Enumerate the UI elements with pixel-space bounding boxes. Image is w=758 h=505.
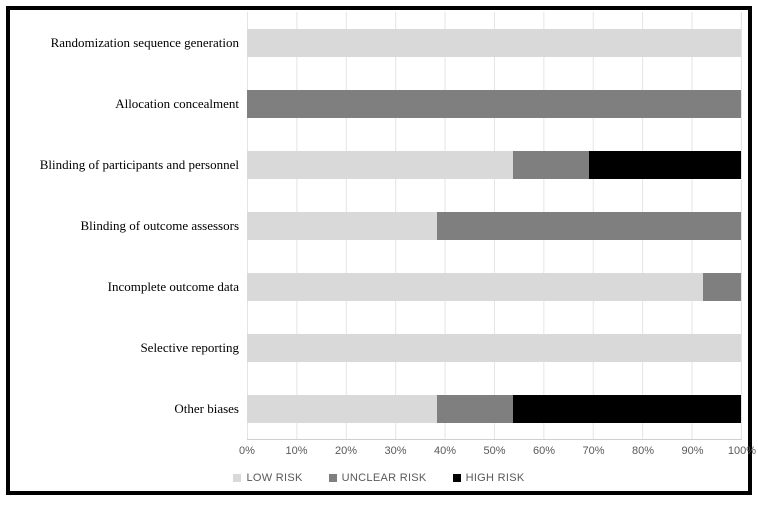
bar-segment-unclear-risk xyxy=(247,89,741,118)
x-tick-label: 10% xyxy=(285,445,308,457)
bar-segment-high-risk xyxy=(513,394,741,423)
category-labels: Randomization sequence generation Allocat… xyxy=(10,12,247,440)
bar-segment-low-risk xyxy=(247,333,741,362)
stacked-bar xyxy=(247,89,741,118)
x-tick-label: 90% xyxy=(681,445,704,457)
x-tick-label: 30% xyxy=(384,445,407,457)
category-label: Blinding of outcome assessors xyxy=(80,217,239,233)
x-tick-label: 50% xyxy=(483,445,506,457)
x-tick-label: 70% xyxy=(582,445,605,457)
stacked-bar xyxy=(247,333,741,362)
bar-segment-unclear-risk xyxy=(512,150,589,179)
stacked-bar xyxy=(247,28,741,57)
x-axis: 0% 10% 20% 30% 40% 50% 60% 70% 80% 90% 100% xyxy=(239,442,756,460)
bar-segment-low-risk xyxy=(247,150,513,179)
legend-label: LOW RISK xyxy=(246,472,303,484)
bar-row xyxy=(247,73,741,134)
bar-segment-unclear-risk xyxy=(702,272,741,301)
x-tick-label: 80% xyxy=(631,445,655,457)
category-label: Selective reporting xyxy=(140,340,239,356)
stacked-bar xyxy=(247,211,741,240)
legend-item: HIGH RISK xyxy=(452,472,525,484)
bar-row xyxy=(247,134,741,195)
stacked-bar xyxy=(247,394,741,423)
x-tick-label: 40% xyxy=(433,445,457,457)
category-label: Allocation concealment xyxy=(115,95,239,111)
bar-segment-unclear-risk xyxy=(437,394,513,423)
bar-segment-low-risk xyxy=(247,28,741,57)
stacked-bar xyxy=(247,150,741,179)
category-label: Blinding of participants and personnel xyxy=(39,156,239,172)
bar-row xyxy=(247,256,741,317)
x-tick-label: 60% xyxy=(532,445,556,457)
legend: LOW RISK UNCLEAR RISK HIGH RISK xyxy=(10,468,748,488)
legend-item: UNCLEAR RISK xyxy=(328,472,427,484)
x-tick-label: 20% xyxy=(334,445,358,457)
category-label: Incomplete outcome data xyxy=(107,279,239,295)
bar-row xyxy=(247,195,741,256)
bar-segment-low-risk xyxy=(247,211,438,240)
bar-segment-low-risk xyxy=(247,394,437,423)
legend-marker-low-risk xyxy=(233,474,242,482)
figure-frame: Randomization sequence generation Allocat… xyxy=(6,6,756,495)
bar-segment-high-risk xyxy=(588,150,741,179)
legend-label: HIGH RISK xyxy=(465,472,525,484)
bar-segment-unclear-risk xyxy=(437,211,741,240)
x-tick-label: 0% xyxy=(239,445,255,457)
legend-marker-high-risk xyxy=(452,474,461,482)
bar-segment-low-risk xyxy=(247,272,703,301)
bar-row xyxy=(247,378,741,439)
legend-marker-unclear-risk xyxy=(328,474,337,482)
bar-row xyxy=(247,317,741,378)
category-label: Other biases xyxy=(174,401,239,417)
legend-label: UNCLEAR RISK xyxy=(341,472,427,484)
stacked-bar xyxy=(247,272,741,301)
bar-row xyxy=(247,12,741,73)
category-label: Randomization sequence generation xyxy=(50,34,239,50)
plot-area xyxy=(247,12,742,440)
legend-item: LOW RISK xyxy=(233,472,302,484)
x-tick-label: 100% xyxy=(727,445,757,457)
